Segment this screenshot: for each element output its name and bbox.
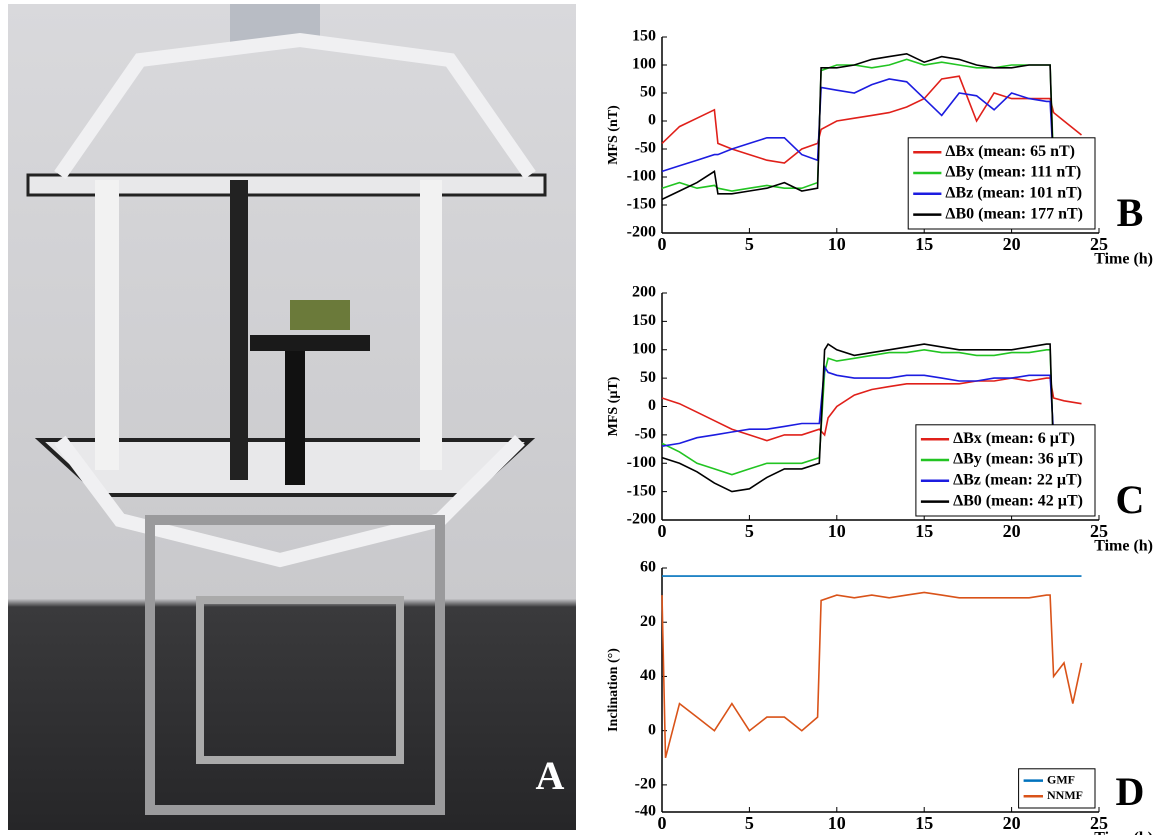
y-tick-label: 150 [632,28,656,45]
x-tick-label: 15 [915,813,933,833]
y-tick-label: 50 [640,84,656,101]
series-line [661,377,1082,442]
x-tick-label: 5 [745,234,754,254]
panel-label: C [1116,477,1145,522]
x-tick-label: 5 [745,521,754,541]
y-tick-label: -150 [627,196,656,213]
photo [8,4,576,830]
x-axis-label: Time (h) [1094,538,1153,555]
y-tick-label: 100 [632,56,656,73]
y-axis-label: MFS (nT) [606,105,621,165]
legend-label: ΔBy (mean: 36 µT) [953,451,1083,468]
x-tick-label: 0 [658,813,667,833]
y-tick-label: -200 [627,224,656,241]
x-tick-label: 0 [658,521,667,541]
legend-label: ΔBx (mean: 65 nT) [945,143,1075,160]
y-tick-label: -100 [627,454,656,471]
series-line [661,78,1082,178]
legend-label: ΔBz (mean: 101 nT) [945,184,1082,201]
y-tick-label: 100 [632,340,656,357]
y-tick-label: -100 [627,168,656,185]
panel-label: A [536,753,565,798]
x-axis-label: Time (h) [1094,251,1153,268]
y-tick-label: 200 [632,284,656,301]
panel-label: D [1116,769,1145,814]
series-line [661,591,1083,759]
series-line [661,348,1082,476]
legend: GMF NNMF [1018,768,1096,809]
y-tick-label: 0 [648,112,656,129]
y-tick-label: 0 [648,721,656,738]
y-tick-label: -40 [635,803,656,820]
y-tick-label: -50 [635,140,656,157]
x-axis-label: Time (h) [1094,830,1153,835]
series-line [661,52,1082,201]
x-tick-label: 20 [1003,234,1021,254]
series-line [661,75,1082,164]
x-tick-label: 10 [828,521,846,541]
y-tick-label: -50 [635,426,656,443]
series-line [661,342,1082,493]
legend-label: ΔBy (mean: 111 nT) [945,164,1081,181]
legend: ΔBx (mean: 65 nT) ΔBy (mean: 111 nT) ΔBz (… [907,137,1096,230]
y-tick-label: 50 [640,369,656,386]
legend-box [1018,768,1096,809]
legend-label: NNMF [1047,788,1083,802]
legend-label: ΔB0 (mean: 177 nT) [945,205,1083,222]
x-tick-label: 20 [1003,521,1021,541]
y-tick-label: 60 [640,559,656,576]
x-tick-label: 0 [658,234,667,254]
y-tick-label: 150 [632,312,656,329]
x-tick-label: 25 [1090,813,1108,833]
y-tick-label: -20 [635,776,656,793]
x-tick-label: 10 [828,813,846,833]
y-axis-label: MFS (µT) [606,376,621,436]
x-tick-label: 25 [1090,234,1108,254]
y-tick-label: 20 [640,613,656,630]
x-tick-label: 15 [915,234,933,254]
legend-label: ΔBx (mean: 6 µT) [953,430,1075,447]
legend-label: ΔBz (mean: 22 µT) [953,471,1082,488]
y-axis-label: Inclination (°) [606,648,621,732]
x-tick-label: 5 [745,813,754,833]
legend-label: ΔB0 (mean: 42 µT) [953,492,1083,509]
series-line [661,364,1082,447]
x-tick-label: 20 [1003,813,1021,833]
y-tick-label: 40 [640,667,656,684]
panel-label: B [1117,190,1144,235]
y-tick-label: -200 [627,511,656,528]
y-tick-label: 0 [648,397,656,414]
x-tick-label: 25 [1090,521,1108,541]
x-tick-label: 10 [828,234,846,254]
x-tick-label: 15 [915,521,933,541]
legend-label: GMF [1047,772,1075,786]
legend: ΔBx (mean: 6 µT) ΔBy (mean: 36 µT) ΔBz (me… [915,424,1096,517]
y-tick-label: -150 [627,482,656,499]
